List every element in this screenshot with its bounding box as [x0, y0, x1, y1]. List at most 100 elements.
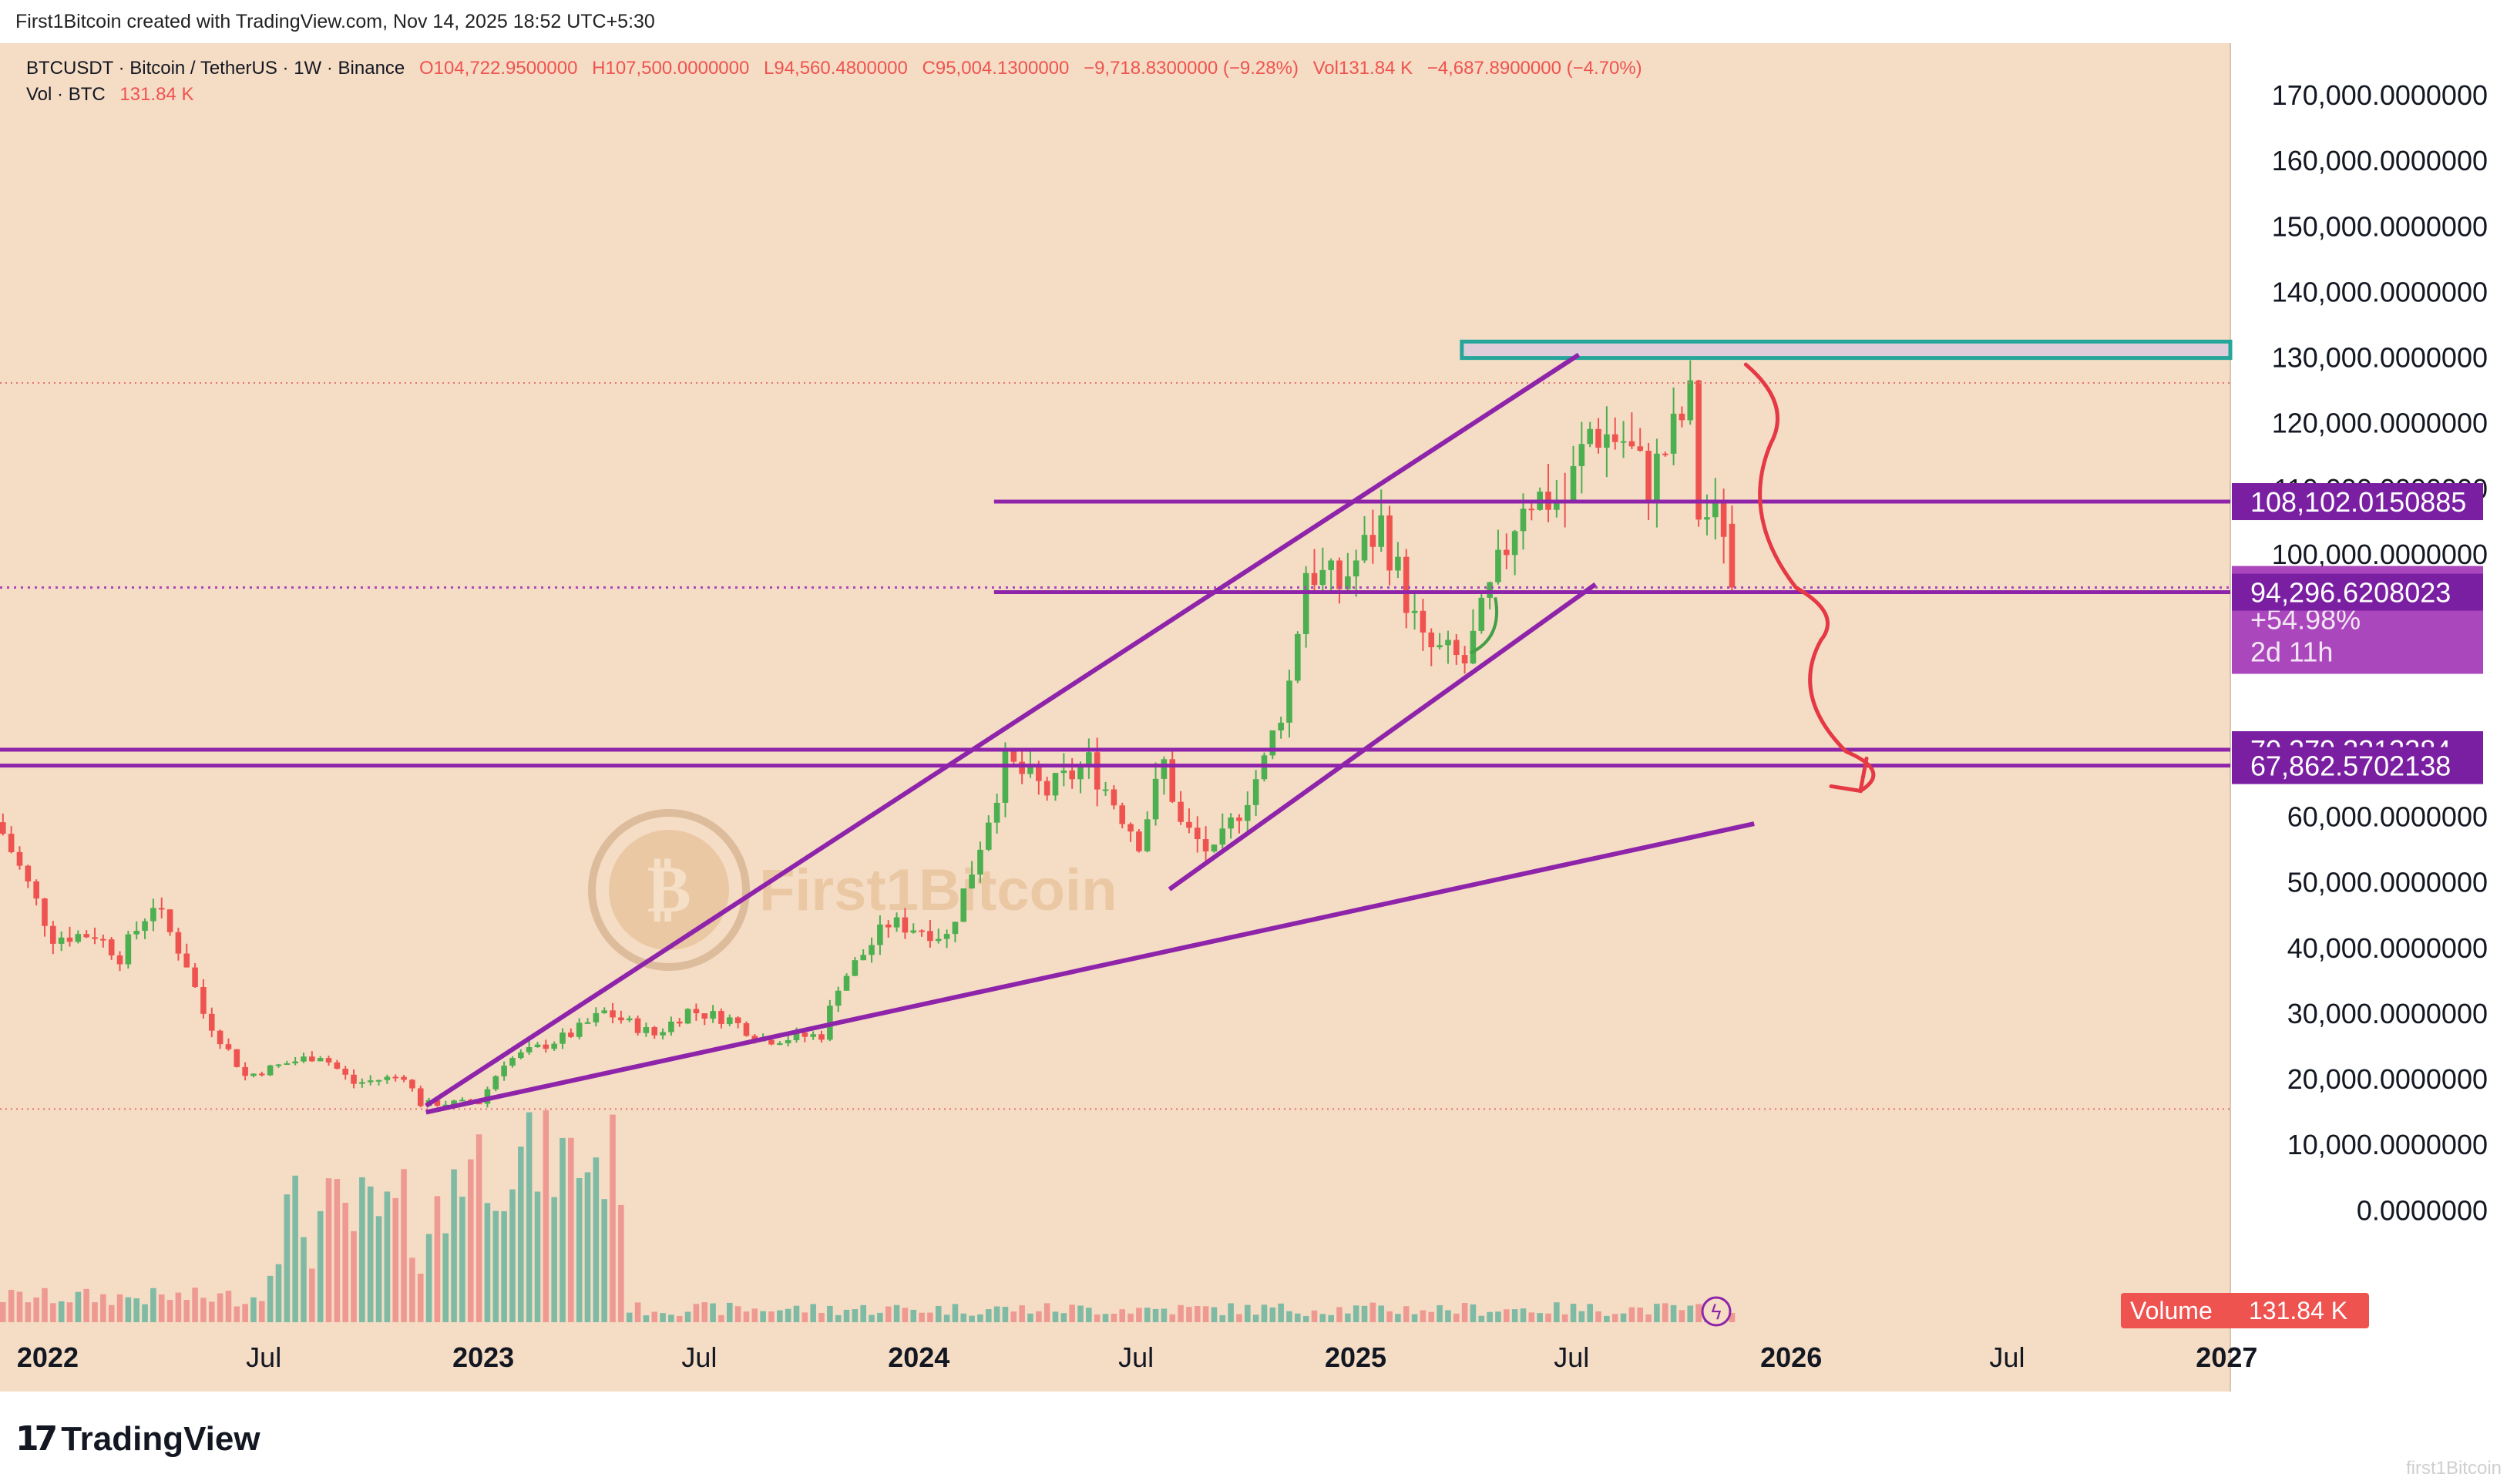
candle-body	[785, 1039, 791, 1044]
y-tick-label: 30,000.0000000	[2287, 998, 2488, 1029]
volume-bar	[943, 1314, 950, 1322]
volume-bar	[166, 1300, 173, 1322]
volume-bar	[1403, 1306, 1410, 1322]
candle-body	[1060, 770, 1067, 774]
volume-bar	[467, 1159, 474, 1322]
candle-body	[33, 881, 39, 899]
price-axis: 170,000.0000000 160,000.0000000 150,000.00…	[2272, 79, 2488, 1226]
volume-label-badge	[2121, 1293, 2369, 1328]
candle-body	[1069, 770, 1075, 780]
volume-bar	[1202, 1306, 1209, 1322]
volume-bar	[793, 1305, 800, 1322]
candle-body	[1495, 549, 1501, 583]
volume-bar	[1278, 1303, 1284, 1322]
candle-body	[952, 922, 959, 935]
candle-body	[284, 1063, 291, 1066]
candle-body	[1604, 434, 1610, 448]
candle-body	[451, 1100, 457, 1105]
volume-bar	[710, 1303, 716, 1322]
candle-body	[1027, 766, 1033, 774]
volume-bar	[1495, 1311, 1501, 1322]
candle-body	[1611, 434, 1618, 442]
candle-body	[1161, 759, 1168, 779]
candle-body	[1353, 560, 1359, 577]
candle-body	[626, 1018, 633, 1021]
price-badge	[2232, 573, 2483, 611]
candle-body	[1336, 560, 1343, 589]
volume-bar	[919, 1312, 925, 1322]
candle-body	[1386, 515, 1393, 571]
candle-body	[1487, 582, 1493, 598]
volume-bar	[1369, 1302, 1376, 1322]
watermark-logo-disc	[609, 830, 729, 950]
price-badge	[2232, 483, 2483, 521]
candle-body	[234, 1049, 240, 1067]
candle-body	[568, 1032, 574, 1037]
legend-vol-line-label: Vol · BTC	[26, 84, 106, 105]
candle-body	[367, 1080, 374, 1083]
volume-bar	[693, 1304, 700, 1322]
volume-bar	[1295, 1313, 1301, 1322]
candle-body	[1729, 523, 1736, 588]
candle-body	[401, 1076, 407, 1080]
candle-body	[1470, 630, 1477, 664]
volume-bar	[1528, 1312, 1535, 1322]
candle-body	[434, 1100, 441, 1106]
candle-body	[1420, 610, 1427, 633]
volume-bar	[551, 1197, 557, 1322]
candle-body	[1245, 804, 1251, 821]
candle-body	[200, 986, 207, 1014]
candle-body	[1102, 789, 1109, 791]
candle-body	[1127, 824, 1134, 832]
volume-bar	[1504, 1309, 1510, 1322]
y-tick-label: 60,000.0000000	[2287, 801, 2488, 833]
volume-bar	[1152, 1308, 1159, 1322]
volume-bar	[977, 1314, 983, 1322]
y-tick-label: 50,000.0000000	[2287, 867, 2488, 898]
y-tick-label: 20,000.0000000	[2287, 1063, 2488, 1095]
candle-body	[643, 1027, 650, 1033]
volume-bar	[359, 1177, 365, 1322]
candle-body	[1461, 655, 1468, 664]
candle-body	[1345, 576, 1351, 589]
candle-body	[1328, 560, 1334, 570]
volume-bar	[1019, 1305, 1025, 1322]
volume-bar	[1395, 1314, 1401, 1322]
volume-bar	[1437, 1304, 1443, 1322]
candle-body	[1695, 380, 1702, 520]
volume-bar	[284, 1194, 291, 1322]
volume-bar	[451, 1169, 457, 1322]
candle-body	[42, 898, 48, 926]
y-tick-label: 130,000.0000000	[2272, 342, 2488, 374]
volume-label-value: 131.84 K	[2249, 1297, 2347, 1325]
volume-label: Volume 131.84 K	[2121, 1293, 2369, 1328]
volume-bar	[234, 1306, 240, 1322]
volume-bar	[610, 1114, 616, 1322]
candle-body	[993, 802, 1000, 823]
volume-bar	[108, 1304, 115, 1322]
candle-body	[1628, 441, 1635, 447]
candle-body	[1511, 531, 1518, 556]
candle-body	[1236, 818, 1242, 821]
y-tick-label: 40,000.0000000	[2287, 932, 2488, 964]
volume-bar	[893, 1304, 900, 1322]
candle-body	[208, 1013, 215, 1031]
volume-bar	[1328, 1314, 1334, 1322]
candle-body	[1395, 556, 1401, 571]
candles	[0, 360, 1736, 1109]
volume-bar	[351, 1231, 357, 1322]
flash-icon[interactable]: ϟ	[1701, 1296, 1732, 1327]
tradingview-logo[interactable]: 𝟭𝟳 TradingView	[15, 1419, 260, 1459]
price-scale-background[interactable]	[2230, 43, 2517, 1392]
btc-weekly-chart[interactable]: ₿ First1Bitcoin 170,000.0000000 160,000.0…	[0, 43, 2517, 1392]
green-curve	[1469, 596, 1499, 655]
volume-bar	[1127, 1313, 1134, 1322]
candle-body	[843, 975, 850, 991]
volume-bar	[1027, 1313, 1033, 1322]
flash-icon-glyph: ϟ	[1709, 1301, 1722, 1325]
candle-body	[1587, 428, 1593, 445]
svg-text:Vol · BTC 131.84 K: Vol · BTC 131.84 K	[26, 84, 193, 105]
volume-bar	[192, 1288, 198, 1322]
time-scale-background[interactable]	[0, 1322, 2230, 1392]
candle-body	[1311, 572, 1318, 586]
